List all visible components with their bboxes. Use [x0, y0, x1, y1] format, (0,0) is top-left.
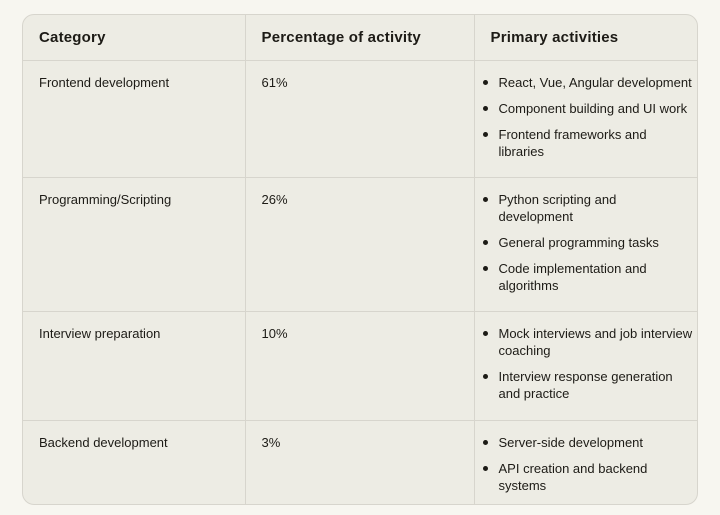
activities-list: Mock interviews and job interview coachi… — [482, 325, 694, 402]
bullet-icon — [482, 265, 488, 271]
activities-list: React, Vue, Angular development Componen… — [482, 74, 694, 160]
table-row-frontend-development: Frontend development 61% React, Vue, Ang… — [23, 60, 697, 178]
activities-cell: React, Vue, Angular development Componen… — [474, 60, 697, 178]
list-item: Interview response generation and practi… — [482, 368, 694, 402]
activity-text: Frontend frameworks and libraries — [498, 126, 647, 159]
list-item: API creation and backend systems — [482, 460, 694, 494]
activities-cell: Server-side development API creation and… — [474, 420, 697, 504]
bullet-icon — [482, 105, 488, 111]
list-item: React, Vue, Angular development — [482, 74, 694, 91]
list-item: Code implementation and algorithms — [482, 260, 694, 294]
activity-table-card: Category Percentage of activity Primary … — [22, 14, 698, 505]
bullet-icon — [482, 465, 488, 471]
bullet-icon — [482, 79, 488, 85]
activities-list: Python scripting and development General… — [482, 191, 694, 294]
list-item: Frontend frameworks and libraries — [482, 126, 694, 160]
activities-cell: Mock interviews and job interview coachi… — [474, 311, 697, 421]
activity-text: React, Vue, Angular development — [498, 74, 692, 90]
column-header-category: Category — [23, 15, 246, 61]
activity-text: General programming tasks — [498, 234, 659, 250]
activity-text: Python scripting and development — [498, 191, 617, 224]
column-header-primary-activities: Primary activities — [474, 15, 697, 61]
bullet-icon — [482, 439, 488, 445]
percentage-cell: 61% — [245, 60, 475, 178]
category-cell: Frontend development — [23, 60, 246, 178]
percentage-cell: 3% — [245, 420, 475, 504]
column-header-percentage: Percentage of activity — [245, 15, 475, 61]
activities-list: Server-side development API creation and… — [482, 434, 694, 494]
list-item: Component building and UI work — [482, 100, 694, 117]
header-row: Category Percentage of activity Primary … — [23, 15, 697, 61]
category-cell: Backend development — [23, 420, 246, 504]
activity-text: Component building and UI work — [498, 100, 688, 116]
activity-text: Server-side development — [498, 434, 644, 450]
table-row-interview-preparation: Interview preparation 10% Mock interview… — [23, 311, 697, 421]
bullet-icon — [482, 131, 488, 137]
activity-text: Code implementation and algorithms — [498, 260, 647, 293]
table-row-programming-scripting: Programming/Scripting 26% Python scripti… — [23, 177, 697, 312]
percentage-cell: 10% — [245, 311, 475, 421]
percentage-cell: 26% — [245, 177, 475, 312]
category-cell: Programming/Scripting — [23, 177, 246, 312]
activity-text: Interview response generation and practi… — [498, 368, 673, 401]
list-item: Server-side development — [482, 434, 694, 451]
category-cell: Interview preparation — [23, 311, 246, 421]
bullet-icon — [482, 239, 488, 245]
list-item: Python scripting and development — [482, 191, 694, 225]
activities-cell: Python scripting and development General… — [474, 177, 697, 312]
list-item: General programming tasks — [482, 234, 694, 251]
activity-text: API creation and backend systems — [498, 460, 648, 493]
bullet-icon — [482, 330, 488, 336]
table-row-backend-development: Backend development 3% Server-side devel… — [23, 420, 697, 504]
bullet-icon — [482, 196, 488, 202]
bullet-icon — [482, 373, 488, 379]
activity-text: Mock interviews and job interview coachi… — [498, 325, 693, 358]
list-item: Mock interviews and job interview coachi… — [482, 325, 694, 359]
activity-table: Category Percentage of activity Primary … — [23, 15, 697, 504]
